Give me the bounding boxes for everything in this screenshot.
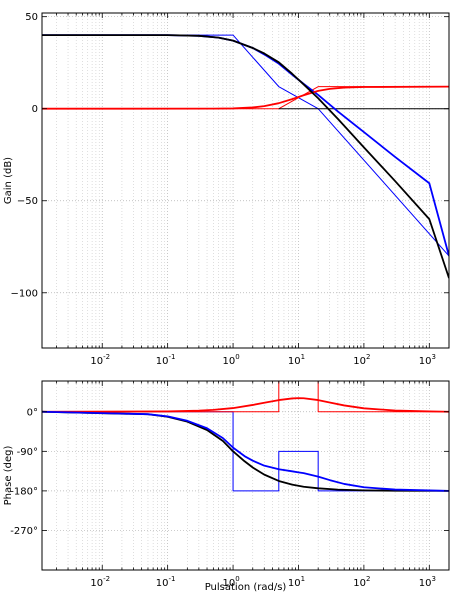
response-curve-5 <box>42 34 449 279</box>
response-curve-4 <box>42 410 449 492</box>
y-tick-label: -180° <box>10 486 38 497</box>
y-tick-label: 50 <box>25 12 38 23</box>
x-axis-label: Pulsation (rad/s) <box>205 582 287 593</box>
asymptote-line-0 <box>42 411 449 492</box>
x-tick-exponent: 2 <box>366 575 370 583</box>
response-curve-3 <box>42 397 449 413</box>
y-tick-label: −50 <box>17 196 38 207</box>
grid <box>42 13 450 348</box>
x-tick-label: 10-2 <box>90 575 110 589</box>
x-tick-exponent: 0 <box>235 353 239 361</box>
y-axis-label: Phase (deg) <box>3 446 14 506</box>
y-tick-label: -90° <box>17 447 38 458</box>
x-tick-label: 102 <box>353 353 370 367</box>
plot-frame <box>41 12 450 349</box>
x-tick-label: 102 <box>353 575 370 589</box>
series-group <box>42 381 449 492</box>
x-tick-label: 101 <box>288 575 305 589</box>
y-axis: 50 0 −50 −100 <box>11 12 449 299</box>
x-tick-label: 100 <box>222 353 239 367</box>
x-tick-exponent: -2 <box>103 353 110 361</box>
x-tick-label: 10-2 <box>90 353 110 367</box>
response-curve-4 <box>42 85 449 110</box>
x-axis: 10-2 10-1 100 101 102 103 <box>56 13 450 367</box>
x-tick-exponent: 1 <box>301 353 305 361</box>
y-tick-label: 0° <box>27 407 38 418</box>
y-tick-label: -270° <box>10 526 38 537</box>
x-tick-label: 101 <box>288 353 305 367</box>
asymptote-line-1 <box>42 381 449 413</box>
x-tick-label: 103 <box>419 575 436 589</box>
x-tick-exponent: 2 <box>366 353 370 361</box>
y-tick-label: 0 <box>32 104 38 115</box>
x-tick-exponent: -1 <box>169 353 176 361</box>
y-axis: 0° -90° -180° -270° <box>10 407 449 537</box>
x-tick-label: 10-1 <box>156 575 176 589</box>
x-tick-label: 103 <box>419 353 436 367</box>
x-tick-exponent: 3 <box>431 353 435 361</box>
x-tick-exponent: 1 <box>301 575 305 583</box>
x-axis: 10-2 10-1 100 101 102 103 <box>56 381 450 589</box>
x-tick-exponent: -2 <box>103 575 110 583</box>
x-tick-exponent: 3 <box>431 575 435 583</box>
x-tick-exponent: -1 <box>169 575 176 583</box>
series-group <box>42 34 449 279</box>
phase-plot: 10-2 10-1 100 101 102 1030°-90°-180°-270°Phas… <box>3 380 450 593</box>
y-tick-label: −100 <box>11 288 38 299</box>
x-tick-label: 100 <box>222 575 239 589</box>
x-tick-label: 10-1 <box>156 353 176 367</box>
y-axis-label: Gain (dB) <box>3 157 14 204</box>
plot-frame <box>41 380 450 571</box>
x-tick-exponent: 0 <box>235 575 239 583</box>
